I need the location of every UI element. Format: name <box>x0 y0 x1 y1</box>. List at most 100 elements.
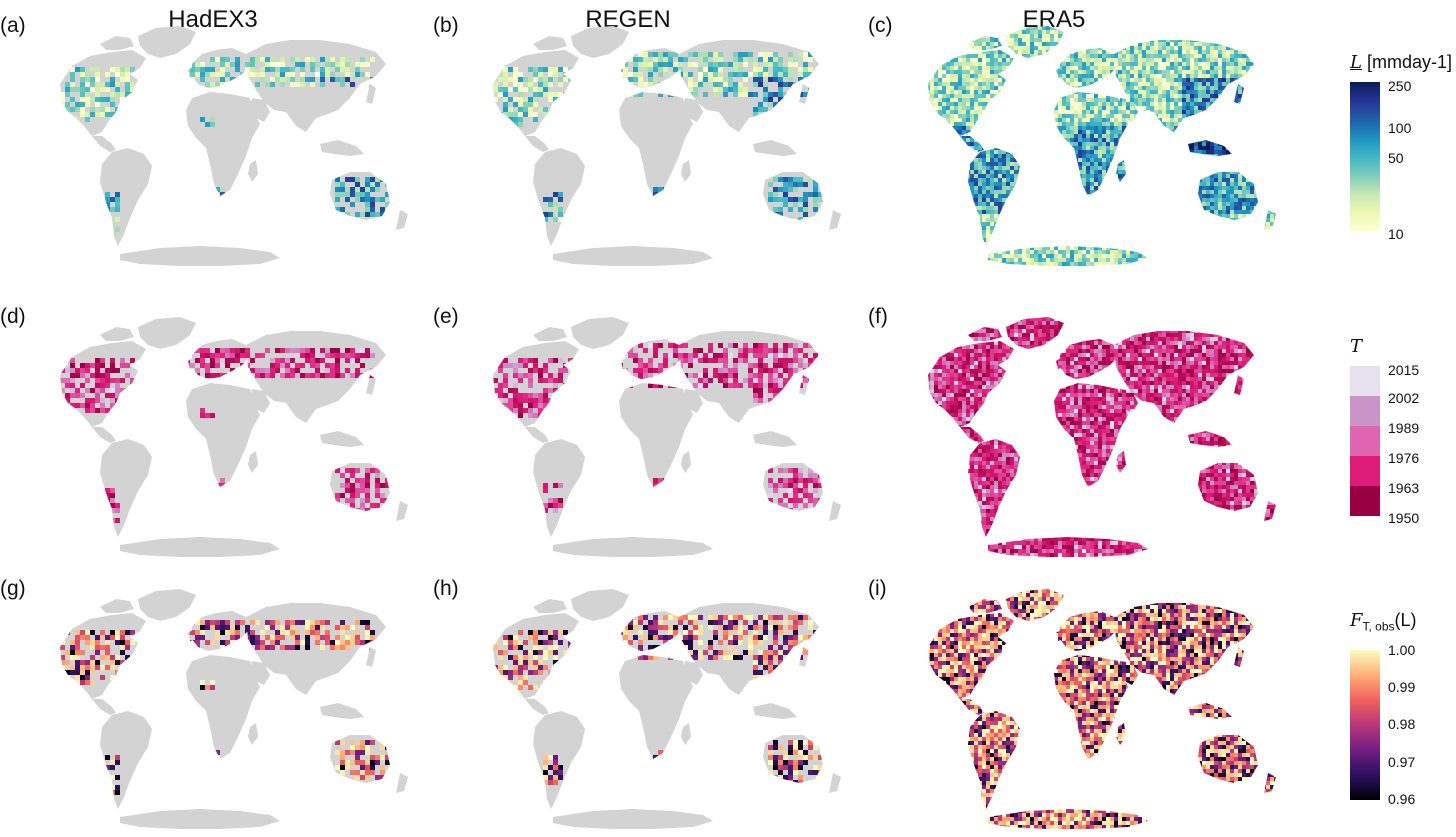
continent-canadaIslands <box>533 36 567 50</box>
continent-madagascar <box>681 160 691 182</box>
world-map <box>493 26 841 266</box>
panel-label: (g) <box>0 577 26 600</box>
continent-africa <box>619 383 693 487</box>
colorbar-l-title: L [mmday-1] <box>1350 52 1452 73</box>
continent-africa <box>186 655 260 759</box>
colorbar-t-steps <box>1350 366 1380 516</box>
continent-madagascar <box>248 160 258 182</box>
panel-label: (a) <box>0 14 26 37</box>
colorbar-f-title: FT, obs(L) <box>1350 610 1417 634</box>
map-panel-g: (g) <box>0 577 408 837</box>
continent-indonesia <box>753 431 797 447</box>
continent-africa <box>186 92 260 196</box>
continent-antarctica <box>120 537 280 557</box>
panel-label: (e) <box>433 305 459 328</box>
map-panel-i: (i) <box>868 577 1276 837</box>
continent-canadaIslands <box>100 599 134 613</box>
colorbar-f-tick: 0.98 <box>1388 716 1416 732</box>
colorbar-t-tick: 1950 <box>1388 510 1420 526</box>
continent-antarctica <box>120 246 280 266</box>
continent-japan <box>366 647 376 667</box>
continent-antarctica <box>553 246 713 266</box>
panel-label: (h) <box>433 577 459 600</box>
continent-antarctica <box>553 809 713 829</box>
continent-northAmerica <box>60 50 146 136</box>
continent-africa <box>186 383 260 487</box>
colorbar-t-tick: 1976 <box>1388 450 1420 466</box>
colorbar-l-tick: 250 <box>1388 78 1412 94</box>
continent-japan <box>366 375 376 395</box>
panel-label: (f) <box>868 305 888 328</box>
continent-indonesia <box>320 140 364 156</box>
world-map <box>60 26 408 266</box>
data-cells <box>928 26 1276 266</box>
map-panel-b: (b) <box>433 14 841 274</box>
continent-japan <box>366 84 376 104</box>
continent-canadaIslands <box>533 327 567 341</box>
colorbar-l-gradient <box>1350 82 1380 232</box>
continent-indonesia <box>320 703 364 719</box>
colorbar-l-tick: 10 <box>1388 226 1404 242</box>
data-cells <box>493 343 828 513</box>
continent-madagascar <box>248 723 258 745</box>
continent-greenland <box>571 589 629 621</box>
continent-greenland <box>138 317 196 349</box>
continent-canadaIslands <box>533 599 567 613</box>
continent-greenland <box>138 26 196 58</box>
map-panel-h: (h) <box>433 577 841 837</box>
colorbar-l-tick: 50 <box>1388 150 1404 166</box>
continent-africa <box>619 92 693 196</box>
data-cells <box>928 589 1276 829</box>
world-map <box>928 589 1276 829</box>
world-map <box>60 589 408 829</box>
continent-southAmerica <box>100 711 152 809</box>
colorbar-t-tick: 2015 <box>1388 362 1420 378</box>
colorbar-t-title: T <box>1350 336 1363 357</box>
map-panel-d: (d) <box>0 305 408 565</box>
world-map <box>928 26 1276 266</box>
continent-nz <box>829 210 841 230</box>
continent-nz <box>396 210 408 230</box>
continent-greenland <box>138 589 196 621</box>
map-panel-a: (a) <box>0 14 408 274</box>
map-panel-f: (f) <box>868 305 1276 565</box>
world-map <box>928 317 1276 557</box>
colorbar-f-tick: 0.97 <box>1388 754 1416 770</box>
map-panel-e: (e) <box>433 305 841 565</box>
continent-indonesia <box>753 140 797 156</box>
continent-greenland <box>571 26 629 58</box>
continent-antarctica <box>553 537 713 557</box>
panel-label: (d) <box>0 305 26 328</box>
colorbar-t-tick: 1989 <box>1388 420 1420 436</box>
continent-centralAmerica <box>525 136 549 152</box>
colorbar-l-tick: 100 <box>1388 120 1412 136</box>
continent-southAmerica <box>100 148 152 246</box>
panel-label: (i) <box>868 577 887 600</box>
continent-centralAmerica <box>92 136 116 152</box>
continent-antarctica <box>120 809 280 829</box>
continent-nz <box>396 773 408 793</box>
continent-indonesia <box>753 703 797 719</box>
continent-indonesia <box>320 431 364 447</box>
continent-southAmerica <box>533 711 585 809</box>
continent-madagascar <box>681 451 691 473</box>
world-map <box>493 317 841 557</box>
continent-nz <box>829 773 841 793</box>
continent-centralAmerica <box>92 699 116 715</box>
panel-label: (b) <box>433 14 459 37</box>
panel-label: (c) <box>868 14 893 37</box>
map-panel-c: (c) <box>868 14 1276 274</box>
colorbar-f-tick: 0.96 <box>1388 791 1416 807</box>
continent-canadaIslands <box>100 36 134 50</box>
colorbar-f-tick: 1.00 <box>1388 642 1416 658</box>
continent-centralAmerica <box>525 427 549 443</box>
continent-greenland <box>571 317 629 349</box>
data-cells <box>928 317 1276 557</box>
continent-madagascar <box>681 723 691 745</box>
world-map <box>60 317 408 557</box>
continent-canadaIslands <box>100 327 134 341</box>
continent-centralAmerica <box>92 427 116 443</box>
colorbar-t-tick: 1963 <box>1388 480 1420 496</box>
colorbar-f-tick: 0.99 <box>1388 679 1416 695</box>
continent-centralAmerica <box>525 699 549 715</box>
